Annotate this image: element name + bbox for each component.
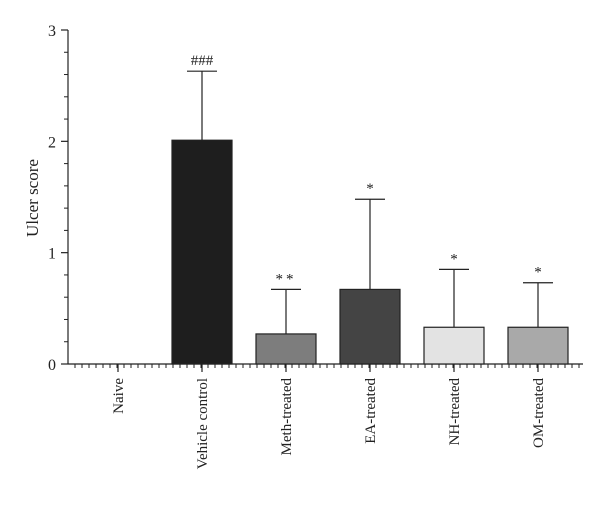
x-tick-label: Vehicle control <box>195 378 211 469</box>
bar <box>423 326 485 365</box>
bar <box>171 139 233 365</box>
significance-label: * <box>450 251 458 267</box>
x-axis: Naive Vehicle control Meth-treated EA-treat… <box>68 363 583 469</box>
bars <box>171 139 569 365</box>
x-tick-label: Meth-treated <box>279 378 295 456</box>
bar <box>339 288 401 365</box>
bar <box>507 326 569 365</box>
y-tick-label: 0 <box>48 357 56 374</box>
significance-label: ### <box>191 53 214 69</box>
x-tick-label: Naive <box>111 378 127 414</box>
bar <box>255 333 317 365</box>
x-tick-label: NH-treated <box>447 378 463 446</box>
x-tick-label: EA-treated <box>363 378 379 444</box>
significance-annotations: ###***** <box>191 53 542 287</box>
error-bars <box>187 70 553 334</box>
significance-label: * <box>366 181 374 197</box>
y-axis-label: Ulcer score <box>23 159 42 237</box>
significance-label: * <box>534 265 542 281</box>
x-tick-label: OM-treated <box>531 378 547 448</box>
y-tick-label: 3 <box>48 23 56 40</box>
y-tick-label: 2 <box>48 134 56 151</box>
y-axis: 0 1 2 3 <box>48 23 69 374</box>
y-tick-label: 1 <box>48 246 56 263</box>
significance-label: ** <box>276 271 297 287</box>
